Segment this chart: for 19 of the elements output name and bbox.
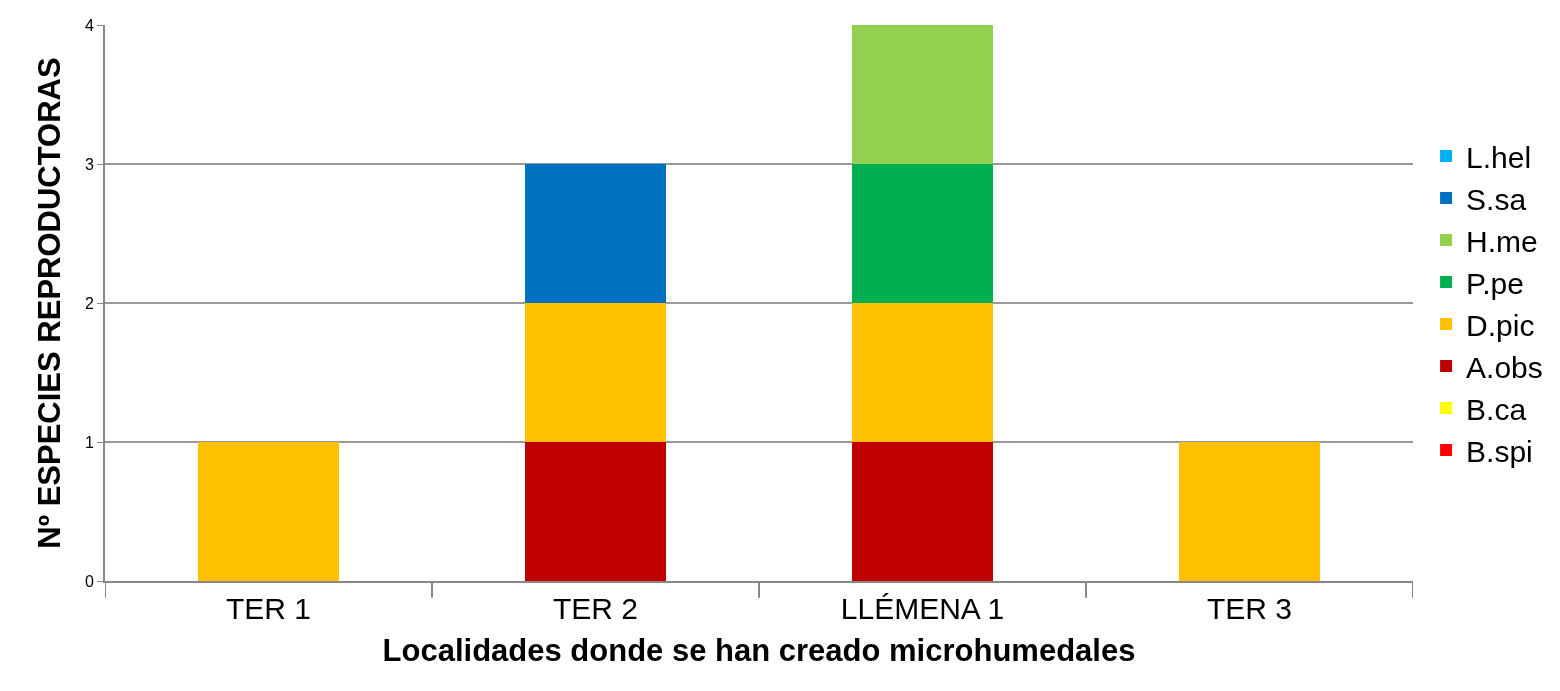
y-tick-label: 4 <box>84 16 94 34</box>
legend-label: P.pe <box>1466 266 1524 300</box>
legend-label: B.ca <box>1466 392 1527 426</box>
legend-label: H.me <box>1466 224 1538 258</box>
x-tick-label: TER 1 <box>225 592 312 625</box>
y-tick-label: 0 <box>84 572 94 590</box>
x-tick-label: LLÉMENA 1 <box>840 592 1005 625</box>
legend-label: A.obs <box>1466 350 1543 384</box>
legend-label: S.sa <box>1466 182 1527 216</box>
x-tick-label: TER 3 <box>1206 592 1293 625</box>
y-tick-label: 2 <box>84 294 94 312</box>
legend-label: L.hel <box>1466 140 1532 174</box>
x-tick-label: TER 2 <box>552 592 639 625</box>
legend-label: D.pic <box>1466 308 1535 342</box>
y-tick-label: 3 <box>84 155 94 173</box>
y-axis-title: Nº ESPECIES REPRODUCTORAS <box>32 57 68 549</box>
y-tick-label: 1 <box>84 433 94 451</box>
x-axis-title: Localidades donde se han creado microhumedales <box>382 632 1136 668</box>
legend-label: B.spi <box>1466 434 1533 468</box>
